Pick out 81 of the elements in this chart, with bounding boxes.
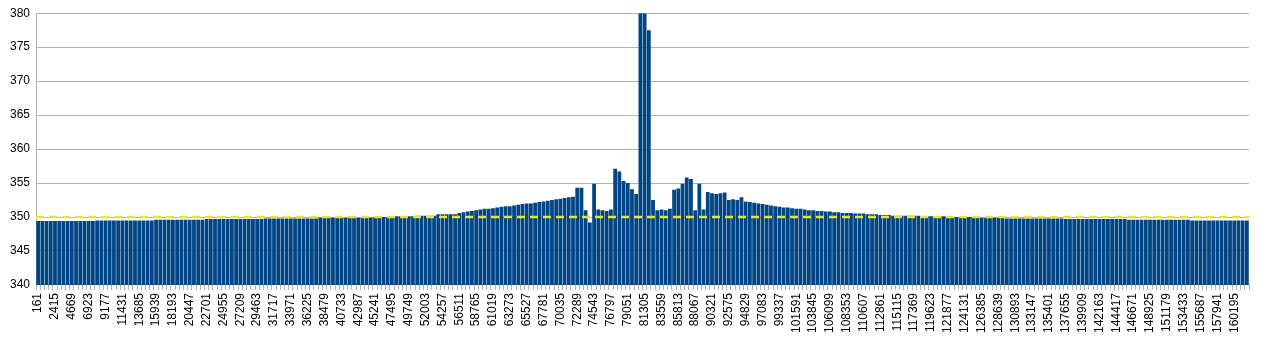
- x-tick-label: 72289: [569, 292, 584, 327]
- x-tick-label: 81305: [636, 292, 651, 327]
- x-tick-label: 31717: [266, 292, 281, 327]
- x-tick-label: 144417: [1108, 292, 1123, 333]
- x-tick-label: 47495: [384, 292, 399, 327]
- x-tick-label: 56511: [451, 292, 466, 326]
- x-tick-label: 61019: [485, 292, 500, 327]
- x-tick-label: 115115: [889, 292, 904, 332]
- x-tick-label: 155687: [1192, 292, 1207, 333]
- x-tick-label: 135401: [1041, 292, 1056, 333]
- x-tick-label: 79051: [620, 292, 635, 327]
- x-tick-label: 110607: [855, 292, 870, 333]
- x-tick-label: 92575: [721, 292, 736, 327]
- x-tick-label: 153433: [1176, 292, 1191, 333]
- x-tick-label: 2415: [47, 292, 62, 320]
- x-tick-label: 142163: [1091, 292, 1106, 333]
- y-tick-label: 350: [9, 209, 31, 224]
- x-tick-label: 38479: [316, 292, 331, 327]
- x-tick-label: 67781: [535, 292, 550, 327]
- x-tick-label: 76797: [603, 292, 618, 327]
- x-tick-label: 106099: [822, 292, 837, 333]
- y-tick-label: 340: [9, 277, 31, 292]
- y-tick-label: 355: [9, 175, 31, 190]
- x-tick-label: 65527: [519, 292, 533, 327]
- x-tick-label: 52003: [417, 292, 432, 327]
- y-tick-label: 365: [9, 107, 31, 122]
- x-tick-label: 70035: [552, 292, 567, 327]
- x-tick-label: 15939: [148, 292, 163, 327]
- x-tick-label: 126385: [973, 292, 988, 333]
- x-tick-label: 146671: [1125, 292, 1140, 333]
- x-tick-label: 74543: [586, 292, 601, 327]
- x-tick-label: 29463: [249, 292, 264, 327]
- x-tick-label: 121877: [940, 292, 955, 333]
- y-tick-label: 360: [9, 141, 31, 156]
- x-tick-label: 148925: [1142, 292, 1157, 333]
- x-tick-label: 6923: [80, 292, 95, 320]
- x-tick-label: 108353: [839, 292, 854, 333]
- x-tick-label: 112861: [872, 292, 887, 333]
- x-tick-label: 4669: [64, 292, 79, 320]
- x-tick-label: 54257: [434, 292, 449, 327]
- x-tick-label: 161: [30, 292, 45, 313]
- x-tick-label: 119623: [923, 292, 938, 333]
- x-tick-label: 36225: [299, 292, 314, 327]
- x-tick-label: 83559: [653, 292, 668, 327]
- y-tick-label: 345: [9, 243, 31, 258]
- x-tick-label: 103845: [805, 292, 820, 333]
- x-tick-label: 45241: [367, 292, 382, 327]
- x-tick-label: 40733: [333, 292, 348, 327]
- x-tick-label: 27209: [232, 292, 247, 327]
- x-tick-label: 160195: [1226, 292, 1241, 333]
- x-tick-label: 117369: [906, 292, 921, 333]
- x-tick-label: 128639: [990, 292, 1005, 333]
- x-tick-label: 11431: [114, 292, 129, 326]
- x-tick-label: 85813: [670, 292, 685, 327]
- x-tick-label: 18193: [165, 292, 180, 327]
- x-tick-label: 133147: [1024, 292, 1039, 333]
- x-tick-label: 99337: [771, 292, 786, 327]
- x-tick-label: 58765: [468, 292, 483, 327]
- x-tick-label: 101591: [788, 292, 803, 333]
- y-tick-label: 375: [9, 39, 31, 54]
- x-tick-label: 137655: [1058, 292, 1073, 333]
- y-tick-label: 370: [9, 73, 31, 88]
- x-tick-label: 33971: [283, 292, 298, 327]
- x-tick-label: 13685: [131, 292, 146, 327]
- x-tick-label: 124131: [957, 292, 972, 333]
- x-tick-label: 9177: [97, 292, 112, 320]
- x-tick-label: 42987: [350, 292, 365, 327]
- x-tick-label: 90321: [704, 292, 719, 327]
- x-tick-label: 24955: [215, 292, 230, 327]
- x-tick-label: 139909: [1074, 292, 1089, 333]
- x-tick-label: 22701: [198, 292, 213, 327]
- x-tick-label: 49749: [401, 292, 416, 327]
- x-tick-label: 130893: [1007, 292, 1022, 333]
- x-tick-label: 151179: [1159, 292, 1174, 333]
- x-tick-label: 63273: [502, 292, 517, 327]
- x-tick-label: 157941: [1209, 292, 1224, 333]
- y-tick-label: 380: [9, 5, 31, 20]
- x-tick-label: 88067: [687, 292, 702, 327]
- x-tick-label: 94829: [738, 292, 753, 327]
- x-tick-label: 97083: [754, 292, 769, 327]
- x-tick-label: 20447: [182, 292, 197, 327]
